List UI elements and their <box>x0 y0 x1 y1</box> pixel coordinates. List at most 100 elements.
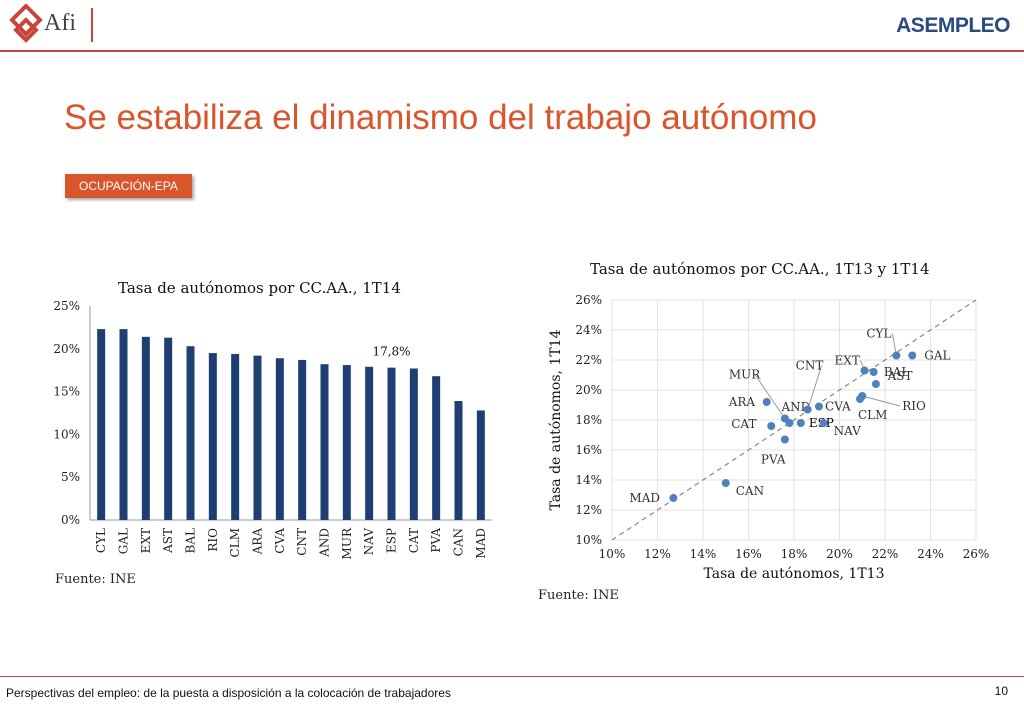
scatter-point-label: PVA <box>761 453 786 467</box>
scatter-point-label: CLM <box>858 408 887 422</box>
scatter-point-label: AND <box>780 400 810 414</box>
scatter-point-nav <box>819 419 828 427</box>
bar-y-tick-label: 15% <box>53 385 80 399</box>
bar-x-tick-label: CVA <box>273 528 287 554</box>
scatter-x-tick-label: 22% <box>872 547 899 561</box>
bar-cyl <box>97 329 106 520</box>
bar-x-tick-label: MUR <box>340 527 354 559</box>
bar-and <box>320 364 329 520</box>
scatter-point-cat <box>767 422 776 430</box>
bar-y-tick-label: 25% <box>53 299 80 313</box>
scatter-point-label: MAD <box>629 491 660 505</box>
asempleo-logo: ASEMPLEO <box>896 14 1010 37</box>
bar-x-tick-label: ESP <box>385 528 399 553</box>
scatter-point-label: GAL <box>924 349 950 363</box>
scatter-point-cnt <box>803 405 812 414</box>
scatter-chart-source: Fuente: INE <box>538 588 619 603</box>
bar-y-tick-label: 0% <box>61 513 80 527</box>
bar-x-tick-label: RIO <box>206 528 220 552</box>
scatter-y-tick-label: 24% <box>575 323 602 337</box>
bar-nav <box>365 366 374 520</box>
scatter-point-cva <box>815 402 824 411</box>
bar-x-tick-label: CAT <box>407 528 421 553</box>
scatter-point-label: CNT <box>796 359 824 373</box>
bar-x-tick-label: CYL <box>94 528 108 553</box>
bar-y-tick-label: 10% <box>53 427 80 441</box>
bar-x-tick-label: PVA <box>429 528 443 553</box>
bar-x-tick-label: MAD <box>474 528 488 559</box>
scatter-leader-line <box>807 365 823 410</box>
scatter-point-label: CVA <box>825 400 851 414</box>
scatter-y-tick-label: 26% <box>575 293 602 307</box>
bar-ara <box>253 355 262 520</box>
scatter-x-tick-label: 12% <box>644 547 671 561</box>
scatter-y-tick-label: 14% <box>575 473 602 487</box>
scatter-x-tick-label: 20% <box>826 547 853 561</box>
bar-mur <box>342 365 351 520</box>
bar-chart: 0% 5% 10% 15% 20% 25% CYL GAL EXT AST BAL RIO CLM ARA… <box>53 299 492 559</box>
header-rule <box>0 50 1024 52</box>
scatter-leader-line <box>862 395 901 407</box>
slide-header: Afi ASEMPLEO <box>0 0 1024 52</box>
page-number: 10 <box>994 684 1008 698</box>
footer-text: Perspectivas del empleo: de la puesta a … <box>6 686 451 700</box>
scatter-point-label: AST <box>887 369 913 383</box>
scatter-point-mad <box>669 494 678 502</box>
scatter-point-gal <box>908 351 917 360</box>
scatter-y-tick-label: 20% <box>575 383 602 397</box>
scatter-point-pva <box>780 435 789 444</box>
scatter-point-bal <box>871 380 880 388</box>
bar-can <box>454 401 463 520</box>
scatter-point-and <box>785 419 794 427</box>
scatter-x-tick-label: 14% <box>690 547 717 561</box>
scatter-x-tick-label: 24% <box>917 547 944 561</box>
scatter-y-tick-label: 18% <box>575 413 602 427</box>
bar-x-tick-label: AST <box>161 528 175 554</box>
logo-divider <box>91 8 93 42</box>
scatter-x-tick-label: 26% <box>963 547 990 561</box>
scatter-point-label: CAN <box>736 484 764 498</box>
bar-gal <box>119 329 128 520</box>
bar-pva <box>432 376 441 520</box>
scatter-chart-title: Tasa de autónomos por CC.AA., 1T13 y 1T1… <box>590 260 930 278</box>
scatter-point-ext <box>860 366 869 375</box>
scatter-y-axis-title: Tasa de autónomos, 1T14 <box>548 329 564 510</box>
scatter-point-rio <box>858 392 867 400</box>
afi-logo-text: Afi <box>44 10 76 36</box>
slide-title: Se estabiliza el dinamismo del trabajo a… <box>64 98 817 137</box>
scatter-point-label: NAV <box>834 424 862 438</box>
scatter-point-cyl <box>892 351 901 360</box>
scatter-point-label: RIO <box>902 399 926 413</box>
bar-mad <box>476 410 485 520</box>
scatter-point-ara <box>762 398 771 406</box>
bar-x-tick-label: GAL <box>117 528 131 554</box>
bar-x-tick-label: EXT <box>139 528 153 553</box>
scatter-point-label: ARA <box>728 395 756 409</box>
scatter-y-tick-label: 16% <box>575 443 602 457</box>
bar-x-tick-label: CAN <box>452 528 466 556</box>
scatter-point-can <box>721 479 730 487</box>
bar-cat <box>409 368 418 520</box>
scatter-chart: 10% 12% 14% 16% 18% 20% 22% 24% 26% 10% 12% 14% 16% 1… <box>548 293 990 582</box>
scatter-point-label: BAL <box>884 365 909 379</box>
scatter-point-ast <box>869 368 878 376</box>
bar-clm <box>231 353 240 520</box>
bar-y-tick-label: 20% <box>53 342 80 356</box>
scatter-point-label: CYL <box>866 327 891 341</box>
footer-rule <box>0 676 1024 677</box>
scatter-y-tick-label: 10% <box>575 533 602 547</box>
section-badge: OCUPACIÓN-EPA <box>65 174 192 198</box>
bar-ast <box>164 337 173 520</box>
bar-x-tick-label: AND <box>318 528 332 558</box>
bar-rio <box>208 353 217 520</box>
bar-cva <box>275 358 284 520</box>
afi-logo-icon <box>9 4 43 43</box>
bar-x-tick-label: CNT <box>295 528 309 556</box>
bar-y-tick-label: 5% <box>61 470 80 484</box>
bar-chart-title: Tasa de autónomos por CC.AA., 1T14 <box>118 279 401 297</box>
bar-chart-source: Fuente: INE <box>55 572 136 587</box>
scatter-point-label: EXT <box>835 354 860 368</box>
bar-x-tick-label: NAV <box>362 528 376 556</box>
scatter-point-label: MUR <box>729 368 761 382</box>
scatter-y-tick-label: 22% <box>575 353 602 367</box>
